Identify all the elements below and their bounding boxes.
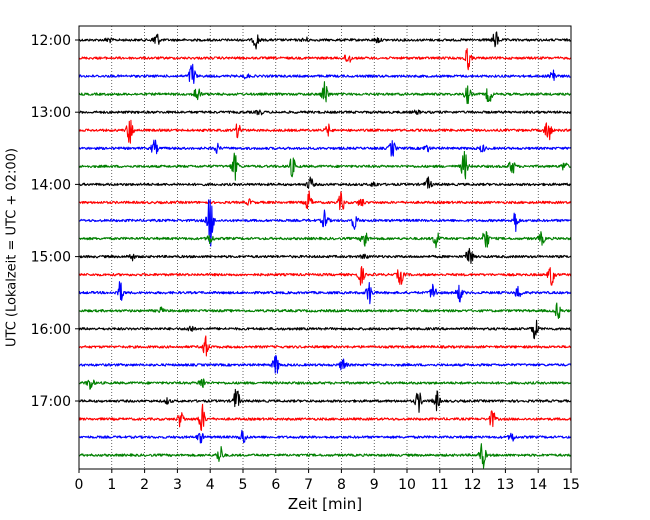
trace-1615 xyxy=(78,335,572,357)
trace-1630 xyxy=(78,354,572,374)
trace-1545 xyxy=(78,302,572,319)
trace-1700 xyxy=(78,388,572,413)
x-tick-label: 12 xyxy=(464,477,482,493)
x-axis-ticks: 0 1 2 3 4 5 6 7 8 9 10 11 12 13 14 15 xyxy=(75,469,580,493)
trace-1330 xyxy=(78,139,572,157)
x-tick-label: 11 xyxy=(431,477,449,493)
trace-1245 xyxy=(78,81,572,105)
trace-1445 xyxy=(78,231,572,249)
y-tick-label: 17:00 xyxy=(31,394,71,410)
x-tick-label: 15 xyxy=(562,477,580,493)
y-tick-label: 16:00 xyxy=(31,322,71,338)
y-tick-label: 12:00 xyxy=(31,33,71,49)
y-tick-label: 15:00 xyxy=(31,250,71,266)
x-tick-label: 10 xyxy=(398,477,416,493)
x-tick-label: 3 xyxy=(173,477,182,493)
x-axis-label: Zeit [min] xyxy=(288,495,362,513)
y-axis-ticks: 12:00 13:00 14:00 15:00 16:00 17:00 xyxy=(31,33,79,410)
trace-1515 xyxy=(78,266,572,286)
trace-1730 xyxy=(78,429,572,444)
seismogram-traces xyxy=(78,31,572,469)
y-tick-label: 13:00 xyxy=(31,105,71,121)
trace-1645 xyxy=(78,378,572,390)
trace-1600 xyxy=(78,319,572,340)
x-tick-label: 0 xyxy=(75,477,84,493)
x-tick-label: 14 xyxy=(529,477,547,493)
trace-1530 xyxy=(78,281,572,305)
x-tick-label: 7 xyxy=(304,477,313,493)
x-tick-label: 5 xyxy=(239,477,248,493)
y-tick-label: 14:00 xyxy=(31,177,71,193)
trace-1500 xyxy=(78,247,572,265)
x-tick-label: 6 xyxy=(271,477,280,493)
x-tick-label: 4 xyxy=(206,477,215,493)
x-tick-label: 2 xyxy=(140,477,149,493)
x-tick-label: 13 xyxy=(496,477,514,493)
trace-1300 xyxy=(78,109,572,116)
trace-1415 xyxy=(78,190,572,211)
x-tick-label: 1 xyxy=(107,477,116,493)
trace-1715 xyxy=(78,403,572,431)
trace-1745 xyxy=(78,443,572,469)
trace-1315 xyxy=(78,119,572,144)
x-tick-label: 9 xyxy=(370,477,379,493)
trace-1345 xyxy=(78,150,572,181)
trace-1400 xyxy=(78,176,572,189)
trace-1230 xyxy=(78,63,572,85)
y-axis-label: UTC (Lokalzeit = UTC + 02:00) xyxy=(5,148,20,347)
trace-1430 xyxy=(78,199,572,247)
x-tick-label: 8 xyxy=(337,477,346,493)
trace-1200 xyxy=(78,31,572,50)
trace-1215 xyxy=(78,48,572,71)
plot-frame xyxy=(78,25,572,470)
